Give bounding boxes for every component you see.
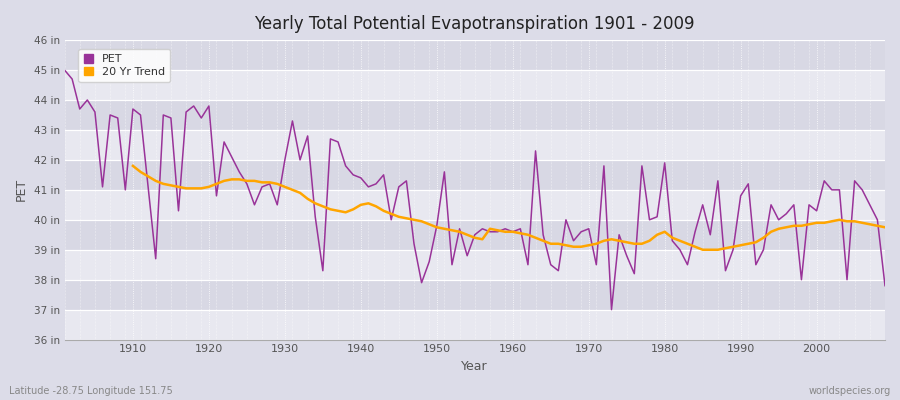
PET	[879, 283, 890, 288]
20 Yr Trend	[302, 196, 313, 201]
Bar	[65, 40, 885, 70]
Bar	[65, 220, 885, 250]
20 Yr Trend	[576, 244, 587, 249]
20 Yr Trend	[826, 219, 837, 224]
Bar	[65, 310, 885, 340]
Bar	[65, 250, 885, 280]
Y-axis label: PET: PET	[15, 178, 28, 202]
PET	[606, 307, 616, 312]
20 Yr Trend	[272, 182, 283, 186]
Bar	[65, 190, 885, 220]
20 Yr Trend	[698, 247, 708, 252]
Title: Yearly Total Potential Evapotranspiration 1901 - 2009: Yearly Total Potential Evapotranspiratio…	[255, 15, 695, 33]
Bar	[65, 280, 885, 310]
20 Yr Trend	[515, 231, 526, 236]
20 Yr Trend	[879, 225, 890, 230]
Bar	[65, 160, 885, 190]
Line: 20 Yr Trend: 20 Yr Trend	[133, 166, 885, 250]
PET	[59, 68, 70, 72]
20 Yr Trend	[128, 164, 139, 168]
X-axis label: Year: Year	[462, 360, 488, 373]
Line: PET: PET	[65, 70, 885, 310]
Bar	[65, 70, 885, 100]
PET	[500, 226, 510, 231]
Legend: PET, 20 Yr Trend: PET, 20 Yr Trend	[78, 49, 170, 82]
PET	[120, 188, 130, 192]
Text: Latitude -28.75 Longitude 151.75: Latitude -28.75 Longitude 151.75	[9, 386, 173, 396]
PET	[508, 229, 518, 234]
Text: worldspecies.org: worldspecies.org	[809, 386, 891, 396]
Bar	[65, 130, 885, 160]
PET	[333, 140, 344, 144]
20 Yr Trend	[850, 219, 860, 224]
PET	[287, 118, 298, 123]
PET	[598, 164, 609, 168]
Bar	[65, 100, 885, 130]
